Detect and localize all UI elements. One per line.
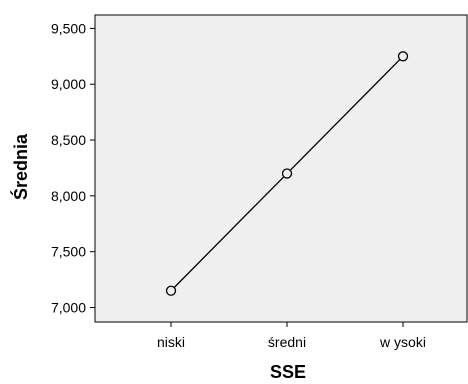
y-tick-label: 9,000 xyxy=(51,76,86,92)
y-axis: 7,000 7,500 8,000 8,500 9,000 9,500 xyxy=(51,20,95,315)
x-tick-label: średni xyxy=(268,334,306,350)
y-tick-label: 8,000 xyxy=(51,188,86,204)
y-tick-label: 8,500 xyxy=(51,132,86,148)
x-tick-label: niski xyxy=(157,334,185,350)
data-point xyxy=(165,285,177,296)
x-axis-title: SSE xyxy=(270,362,306,382)
y-tick-label: 9,500 xyxy=(51,20,86,36)
data-point xyxy=(281,168,293,179)
series-layer xyxy=(165,51,409,296)
plot-area xyxy=(94,14,468,323)
data-point xyxy=(397,51,409,62)
y-tick-label: 7,500 xyxy=(51,244,86,260)
y-tick-label: 7,000 xyxy=(51,299,86,315)
x-axis: niski średni w ysoki xyxy=(157,322,426,350)
y-axis-title: Średnia xyxy=(10,133,31,200)
x-tick-label: w ysoki xyxy=(379,334,426,350)
